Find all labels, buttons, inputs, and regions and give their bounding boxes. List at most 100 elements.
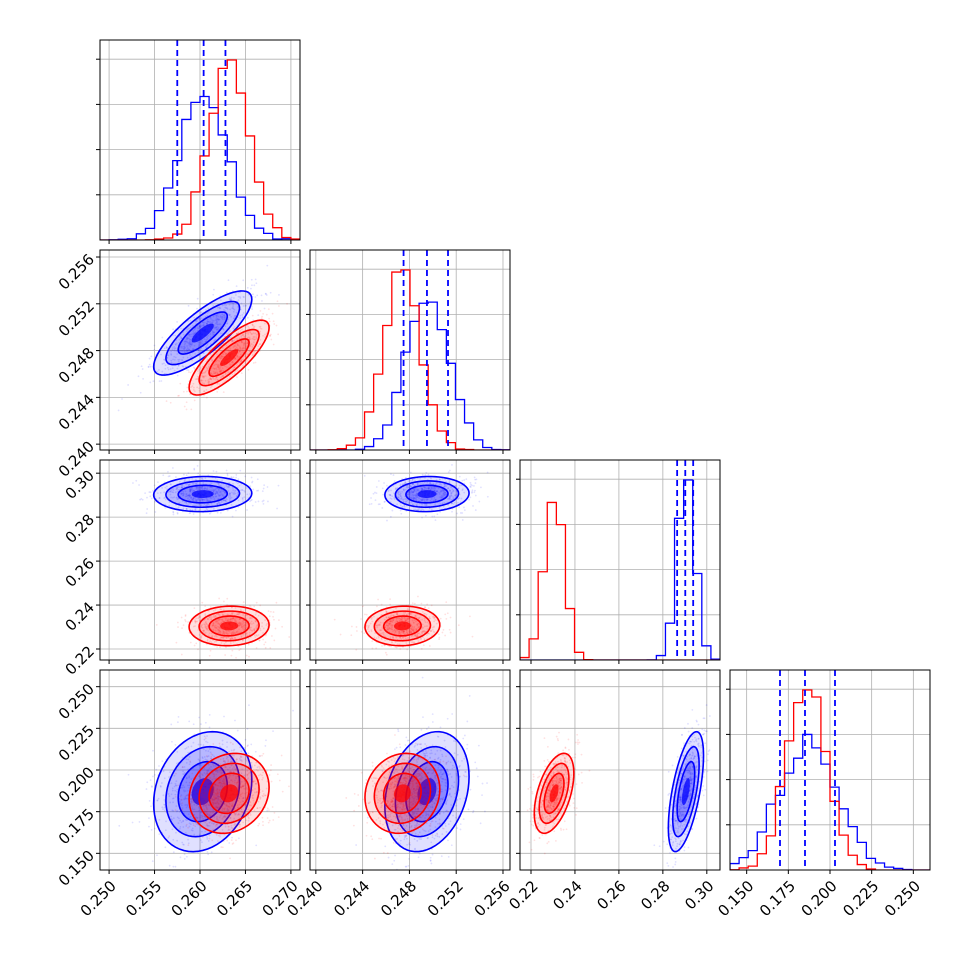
scatter-point xyxy=(398,630,401,633)
scatter-point xyxy=(439,478,441,481)
scatter-point xyxy=(440,496,443,499)
scatter-point xyxy=(391,621,394,623)
scatter-point xyxy=(188,495,191,498)
scatter-point xyxy=(205,346,207,349)
scatter-point xyxy=(203,375,205,378)
scatter-point xyxy=(374,491,376,494)
scatter-point xyxy=(227,496,230,499)
scatter-point xyxy=(179,336,182,338)
scatter-point xyxy=(218,366,220,369)
scatter-point xyxy=(172,347,174,349)
scatter-point xyxy=(218,494,221,497)
scatter-point xyxy=(339,633,342,636)
scatter-point xyxy=(212,491,215,493)
scatter-point xyxy=(212,508,215,510)
scatter-point xyxy=(423,630,426,633)
scatter-point xyxy=(215,319,218,322)
scatter-point xyxy=(185,495,188,497)
scatter-point xyxy=(414,508,417,511)
scatter-point xyxy=(224,373,227,376)
scatter-point xyxy=(229,494,231,496)
scatter-point xyxy=(236,343,239,345)
scatter-point xyxy=(246,342,249,345)
scatter-point xyxy=(382,633,385,636)
scatter-point xyxy=(458,506,461,508)
scatter-point xyxy=(217,622,220,625)
scatter-point xyxy=(214,492,217,495)
scatter-point xyxy=(227,632,230,635)
scatter-point xyxy=(418,497,420,500)
scatter-point xyxy=(243,335,246,338)
scatter-point xyxy=(415,635,418,637)
scatter-point xyxy=(210,502,213,505)
scatter-point xyxy=(182,365,185,368)
scatter-point xyxy=(367,626,370,629)
scatter-point xyxy=(375,486,378,488)
scatter-point xyxy=(392,636,394,639)
scatter-point xyxy=(180,337,183,340)
scatter-point xyxy=(235,332,238,335)
scatter-point xyxy=(216,646,218,648)
scatter-point xyxy=(215,329,218,331)
scatter-point xyxy=(243,616,246,619)
scatter-point xyxy=(251,480,254,483)
scatter-point xyxy=(189,487,191,490)
scatter-point xyxy=(219,646,221,649)
scatter-point xyxy=(149,365,152,368)
scatter-point xyxy=(417,595,419,598)
scatter-point xyxy=(198,345,200,348)
scatter-point xyxy=(409,471,412,474)
scatter-point xyxy=(150,805,152,808)
scatter-point xyxy=(265,313,268,316)
scatter-point xyxy=(269,291,272,294)
scatter-point xyxy=(209,377,212,380)
scatter-point xyxy=(251,481,253,484)
scatter-point xyxy=(230,340,233,343)
scatter-point xyxy=(403,631,406,633)
scatter-point xyxy=(378,623,381,626)
scatter-point xyxy=(434,519,437,521)
scatter-point xyxy=(447,498,450,500)
scatter-point xyxy=(240,348,243,350)
scatter-point xyxy=(460,497,463,500)
scatter-point xyxy=(185,401,188,404)
scatter-point xyxy=(175,488,178,491)
scatter-point xyxy=(425,503,428,506)
scatter-point xyxy=(388,627,391,629)
histogram-series-0 xyxy=(100,95,300,240)
scatter-point xyxy=(236,344,239,347)
scatter-point xyxy=(261,816,264,819)
scatter-point xyxy=(409,612,411,615)
scatter-point xyxy=(210,317,212,320)
scatter-point xyxy=(232,749,235,752)
scatter-point xyxy=(212,370,215,373)
scatter-point xyxy=(250,743,253,746)
scatter-point xyxy=(236,729,239,732)
scatter-point xyxy=(165,400,168,403)
scatter-point xyxy=(217,487,220,490)
scatter-point xyxy=(198,716,201,719)
scatter-point xyxy=(438,636,441,639)
scatter-point xyxy=(389,515,392,518)
scatter-point xyxy=(175,496,178,499)
scatter-point xyxy=(188,494,191,497)
scatter-point xyxy=(223,316,225,319)
scatter-point xyxy=(246,286,249,289)
scatter-point xyxy=(240,359,243,362)
scatter-point xyxy=(425,503,427,506)
scatter-point xyxy=(402,630,405,633)
scatter-point xyxy=(191,486,194,489)
scatter-point xyxy=(235,656,237,659)
scatter-point xyxy=(238,618,241,620)
scatter-point xyxy=(452,503,455,505)
scatter-point xyxy=(207,365,210,368)
scatter-point xyxy=(450,494,452,497)
scatter-point xyxy=(254,636,257,638)
scatter-point xyxy=(410,490,413,493)
scatter-point xyxy=(218,618,221,621)
scatter-point xyxy=(430,604,433,607)
scatter-point xyxy=(261,622,264,624)
scatter-point xyxy=(203,338,206,341)
scatter-point xyxy=(210,635,213,638)
scatter-point xyxy=(215,376,218,379)
